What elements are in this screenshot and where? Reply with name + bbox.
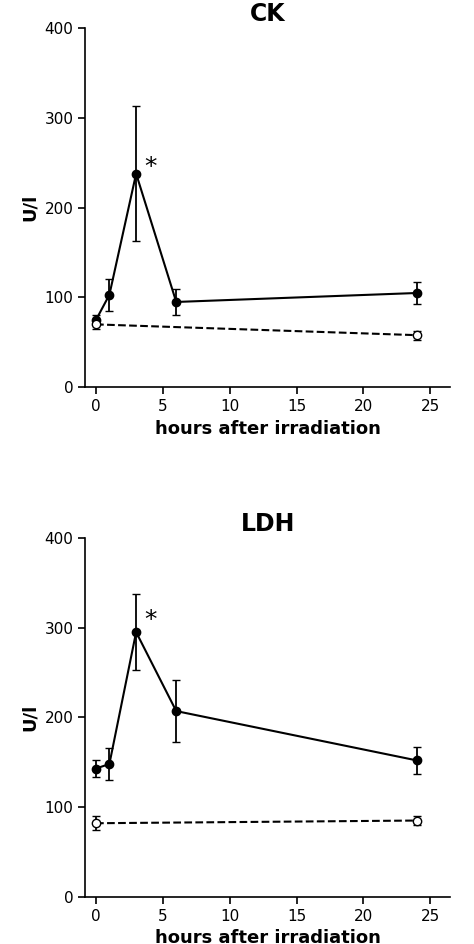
X-axis label: hours after irradiation: hours after irradiation (155, 419, 381, 438)
Title: LDH: LDH (241, 512, 295, 536)
X-axis label: hours after irradiation: hours after irradiation (155, 929, 381, 944)
Text: *: * (144, 609, 156, 632)
Title: CK: CK (250, 3, 286, 26)
Y-axis label: U/l: U/l (21, 703, 39, 731)
Text: *: * (144, 156, 156, 179)
Y-axis label: U/l: U/l (21, 194, 39, 222)
